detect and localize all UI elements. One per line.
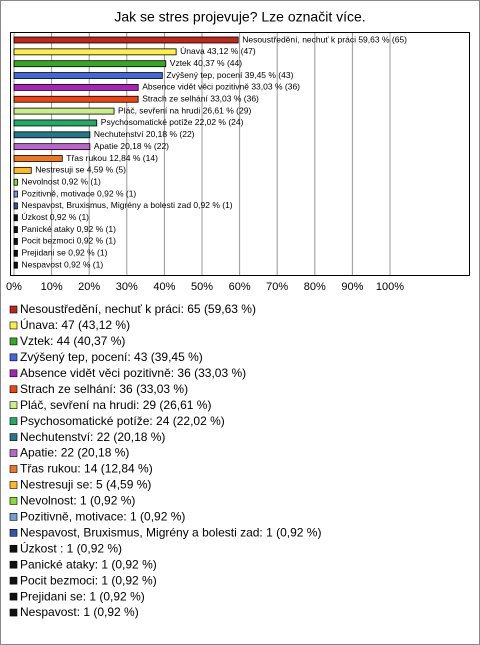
bar-label: Úzkost 0,92 % (1)	[21, 212, 89, 222]
bar	[13, 48, 177, 56]
legend-swatch	[9, 321, 18, 330]
legend-label: Úzkost : 1 (0,92 %)	[20, 540, 122, 555]
legend-swatch	[9, 592, 18, 601]
bar-label: Zvýšený tep, pocení 39,45 % (43)	[166, 70, 293, 80]
x-tick-label: 50%	[191, 281, 213, 293]
plot-frame	[10, 32, 470, 276]
bar-label: Pláč, sevření na hrudi 26,61 % (29)	[118, 105, 251, 115]
legend-swatch	[9, 401, 18, 410]
x-tick-label: 100%	[376, 281, 404, 293]
legend-label: Panické ataky: 1 (0,92 %)	[20, 557, 157, 571]
bar	[13, 131, 91, 139]
bar-label: Nestresuji se 4,59 % (5)	[35, 165, 126, 175]
bar-label: Nesoustředění, nechuť k práci 59,63 % (6…	[242, 34, 407, 44]
bar-label: Nevolnost 0,92 % (1)	[21, 176, 101, 186]
legend-swatch	[9, 449, 18, 457]
legend-swatch	[9, 528, 18, 537]
x-tick-label: 90%	[341, 281, 363, 293]
bar-label: Pocit bezmoci 0,92 % (1)	[21, 236, 116, 246]
legend-swatch	[9, 353, 18, 362]
bar	[13, 107, 115, 115]
bar	[13, 95, 139, 103]
legend-label: Psychosomatické potíže: 24 (22,02 %)	[20, 414, 225, 428]
bar-label: Absence vidět věci pozitivně 33,03 % (36…	[142, 82, 300, 92]
x-tick-label: 30%	[116, 281, 138, 293]
legend-swatch	[9, 465, 18, 473]
bar	[13, 202, 18, 210]
bar-label: Psychosomatické potíže 22,02 % (24)	[101, 117, 244, 127]
bar	[13, 166, 32, 174]
legend-label: Pláč, sevření na hrudi: 29 (26,61 %)	[20, 398, 211, 412]
x-tick-label: 10%	[41, 281, 63, 293]
x-tick-label: 20%	[78, 281, 100, 293]
legend-label: Nespavost, Bruxismus, Migrény a bolesti …	[20, 525, 321, 539]
legend-swatch	[9, 385, 18, 394]
legend-label: Prejidani se: 1 (0,92 %)	[20, 589, 145, 603]
x-tick-label: 70%	[266, 281, 288, 293]
legend-label: Pozitivně, motivace: 1 (0,92 %)	[20, 510, 185, 524]
legend-label: Nespavost: 1 (0,92 %)	[20, 605, 139, 619]
legend-label: Nestresuji se: 5 (4,59 %)	[20, 478, 151, 492]
bar	[13, 261, 18, 269]
legend-swatch	[9, 337, 18, 346]
bar	[13, 249, 18, 257]
bar-label: Nechutenství 20,18 % (22)	[94, 129, 195, 139]
legend-swatch	[9, 576, 18, 585]
legend-swatch	[9, 481, 18, 489]
bar	[13, 143, 91, 151]
bar	[13, 84, 139, 91]
legend-swatch	[9, 305, 18, 314]
bar	[13, 119, 98, 127]
bar-label: Třas rukou 12,84 % (14)	[66, 153, 158, 163]
legend-swatch	[9, 608, 18, 617]
bar-label: Únava 43,12 % (47)	[180, 46, 256, 56]
legend-swatch	[9, 497, 18, 505]
bar-label: Strach ze selhání 33,03 % (36)	[142, 94, 259, 104]
legend-swatch	[9, 369, 18, 378]
bar	[13, 226, 18, 234]
legend-label: Zvýšený tep, pocení: 43 (39,45 %)	[20, 350, 203, 364]
bar-label: Nespavost, Bruxismus, Migrény a bolesti …	[21, 200, 232, 210]
chart-title: Jak se stres projevuje? Lze označit více…	[114, 9, 365, 25]
bar-label: Vztek 40,37 % (44)	[170, 58, 242, 68]
legend-label: Třas rukou: 14 (12,84 %)	[20, 462, 153, 476]
legend-swatch	[9, 433, 18, 441]
x-tick-label: 80%	[304, 281, 326, 293]
legend-label: Pocit bezmoci: 1 (0,92 %)	[20, 573, 157, 587]
legend-swatch	[9, 513, 18, 521]
legend-label: Nesoustředění, nechuť k práci: 65 (59,63…	[20, 302, 256, 316]
x-tick-label: 40%	[153, 281, 175, 293]
legend-label: Strach ze selhání: 36 (33,03 %)	[20, 382, 188, 396]
x-tick-label: 60%	[229, 281, 251, 293]
legend-label: Apatie: 22 (20,18 %)	[20, 446, 129, 460]
bar	[13, 190, 18, 198]
bar-label: Prejidani se 0,92 % (1)	[21, 248, 107, 258]
bar	[13, 155, 63, 162]
x-tick-label: 0%	[6, 281, 22, 293]
bar	[13, 178, 18, 186]
legend-swatch	[9, 417, 18, 425]
legend-label: Vztek: 44 (40,37 %)	[20, 334, 125, 348]
legend-label: Absence vidět věci pozitivně: 36 (33,03 …	[20, 366, 246, 380]
legend-swatch	[9, 560, 18, 569]
legend-label: Nechutenství: 22 (20,18 %)	[20, 430, 165, 444]
bar	[13, 238, 18, 245]
legend-label: Únava: 47 (43,12 %)	[20, 317, 130, 332]
bar-label: Nespavost 0,92 % (1)	[21, 259, 103, 269]
bar	[13, 72, 163, 79]
bar-label: Apatie 20,18 % (22)	[94, 141, 169, 151]
bar	[13, 214, 18, 222]
bar-label: Pozitivně, motivace 0,92 % (1)	[21, 188, 136, 198]
bar-label: Panické ataky 0,92 % (1)	[21, 224, 116, 234]
bar	[13, 60, 167, 68]
legend-label: Nevolnost: 1 (0,92 %)	[20, 494, 135, 508]
legend-swatch	[9, 544, 18, 553]
bar	[13, 36, 239, 44]
